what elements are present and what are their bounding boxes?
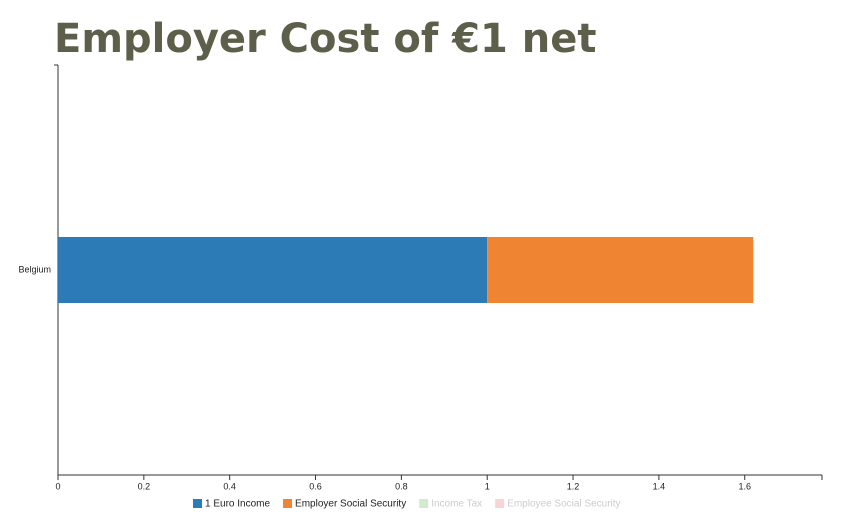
x-tick-label: 1.4 <box>653 481 666 491</box>
x-tick-label: 1 <box>485 481 490 491</box>
legend-swatch[interactable] <box>495 499 505 508</box>
x-tick-label: 0 <box>55 481 60 491</box>
legend-label[interactable]: Income Tax <box>431 499 482 510</box>
bar-segment <box>487 237 754 303</box>
legend-label[interactable]: Employee Social Security <box>507 499 620 510</box>
x-tick-label: 0.2 <box>138 481 151 491</box>
x-tick-label: 1.2 <box>567 481 580 491</box>
y-tick-label: Belgium <box>18 264 51 274</box>
legend-swatch[interactable] <box>283 499 293 508</box>
legend-swatch[interactable] <box>193 499 202 508</box>
legend-label[interactable]: 1 Euro Income <box>205 499 270 510</box>
bar-segment <box>58 237 488 303</box>
x-tick-label: 0.6 <box>309 481 322 491</box>
chart-title: Employer Cost of €1 net <box>54 16 597 62</box>
legend-swatch[interactable] <box>419 499 429 508</box>
x-tick-label: 1.6 <box>738 481 751 491</box>
x-tick-label: 0.8 <box>395 481 408 491</box>
legend-label[interactable]: Employer Social Security <box>295 499 406 510</box>
x-tick-label: 0.4 <box>223 481 236 491</box>
